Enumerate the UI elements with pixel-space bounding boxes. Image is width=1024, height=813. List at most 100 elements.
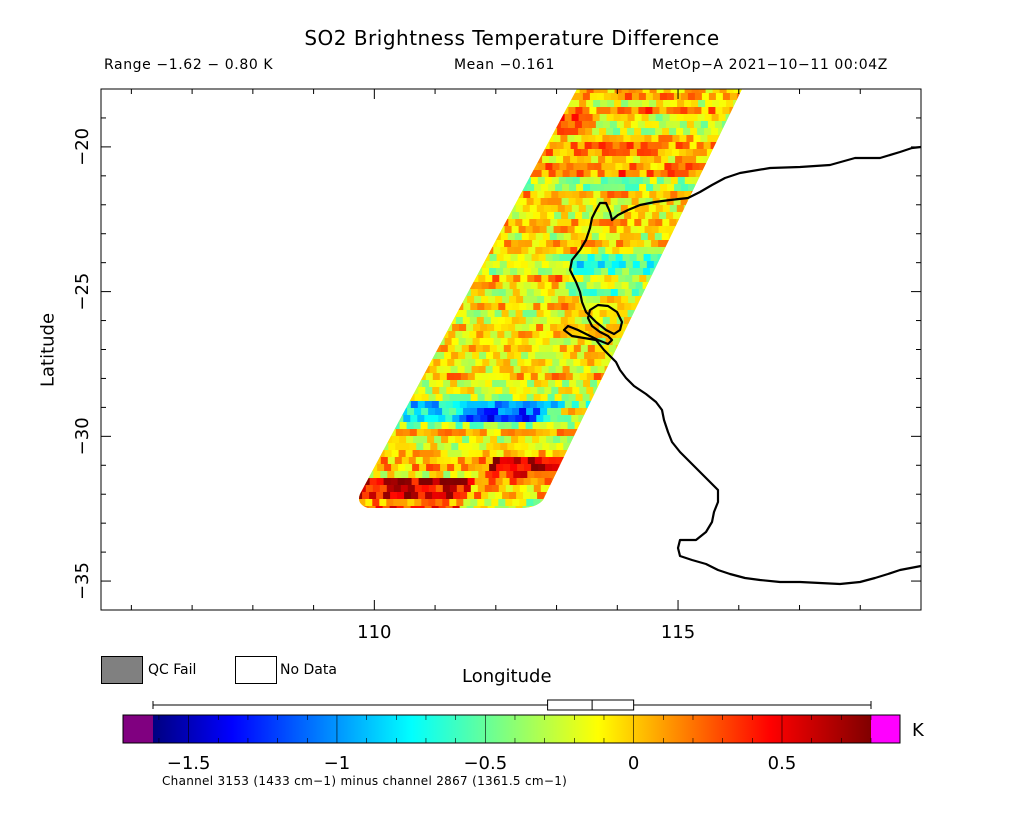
swath-cell [478,275,486,283]
swath-cell [659,93,668,101]
swath-cell [559,450,567,458]
swath-cell [483,436,491,444]
swath-cell [574,331,582,339]
swath-cell [603,107,611,115]
swath-cell [574,422,582,430]
swath-cell [458,443,466,451]
swath-cell [549,352,557,360]
swath-cell [674,170,682,178]
swath-cell [642,177,651,185]
swath-cell [601,345,610,353]
swath-cell [415,380,423,388]
swath-cell [466,401,475,409]
swath-cell [399,422,407,430]
swath-cell [454,359,462,367]
swath-cell [646,170,654,178]
swath-cell [533,198,541,206]
swath-cell [553,331,561,339]
swath-cell [669,205,678,213]
swath-cell [572,89,580,94]
swath-cell [545,359,553,367]
swath-cell [548,184,556,192]
swath-cell [527,275,535,283]
swath-cell [556,443,564,451]
swath-cell [541,170,549,178]
swath-cell [663,191,671,199]
swath-cell [377,464,385,472]
swath-cell [638,303,646,311]
swath-cell [448,331,456,339]
swath-cell [373,471,381,479]
swath-cell [696,156,704,164]
swath-cell [469,422,477,430]
swath-cell [537,478,545,486]
swath-cell [597,170,605,178]
swath-cell [579,296,587,304]
swath-cell [519,408,527,416]
swath-cell [578,128,586,136]
swath-cell [505,499,513,507]
swath-cell [675,142,683,150]
swath-cell [642,89,650,94]
swath-cell [571,114,579,122]
swath-cell [719,89,727,94]
swath-cell [539,226,547,234]
swath-cell [527,184,535,192]
swath-cell [596,212,604,220]
swath-cell [615,345,624,353]
swath-cell [564,415,572,423]
swath-cell [657,163,665,171]
swath-cell [652,93,661,101]
swath-cell [666,212,674,220]
swath-cell [526,408,534,416]
swath-cell [648,114,656,122]
swath-cell [598,233,607,241]
swath-cell [480,310,488,318]
swath-cell [615,163,623,171]
swath-cell [607,296,615,304]
swath-cell [613,205,622,213]
swath-cell [471,275,479,283]
swath-cell [577,142,585,150]
swath-cell [516,282,524,290]
swath-cell [508,324,516,332]
swath-cell [669,219,677,227]
swath-cell [582,93,591,101]
swath-cell [546,240,554,248]
swath-cell [462,422,470,430]
swath-cell [494,506,502,508]
swath-cell [594,254,602,262]
swath-cell [570,142,578,150]
swath-cell [529,205,538,213]
swath-cell [602,121,611,129]
swath-cell [503,450,511,458]
swath-cell [639,261,648,269]
swath-cell [514,352,522,360]
swath-cell [546,422,554,430]
swath-cell [706,149,715,157]
swath-cell [641,128,649,136]
swath-cell [557,205,566,213]
swath-cell [497,436,505,444]
map-ticks: 110 115−20−25−30−35 [72,89,922,643]
swath-cell [504,436,512,444]
swath-cell [587,254,595,262]
swath-cell [497,226,505,234]
swath-cell [692,163,700,171]
swath-cell [558,191,566,199]
swath-cell [635,89,643,94]
swath-cell [505,212,513,220]
swath-cell [553,422,561,430]
swath-cell [552,345,561,353]
swath-cell [542,429,551,437]
swath-cell [563,156,571,164]
swath-cell [450,457,459,465]
swath-cell [554,394,562,402]
swath-cell [617,289,626,297]
swath-cell [584,247,592,255]
swath-cell [633,142,641,150]
swath-cell [534,275,542,283]
swath-cell [683,219,691,227]
swath-cell [522,506,530,508]
swath-cell [531,464,539,472]
